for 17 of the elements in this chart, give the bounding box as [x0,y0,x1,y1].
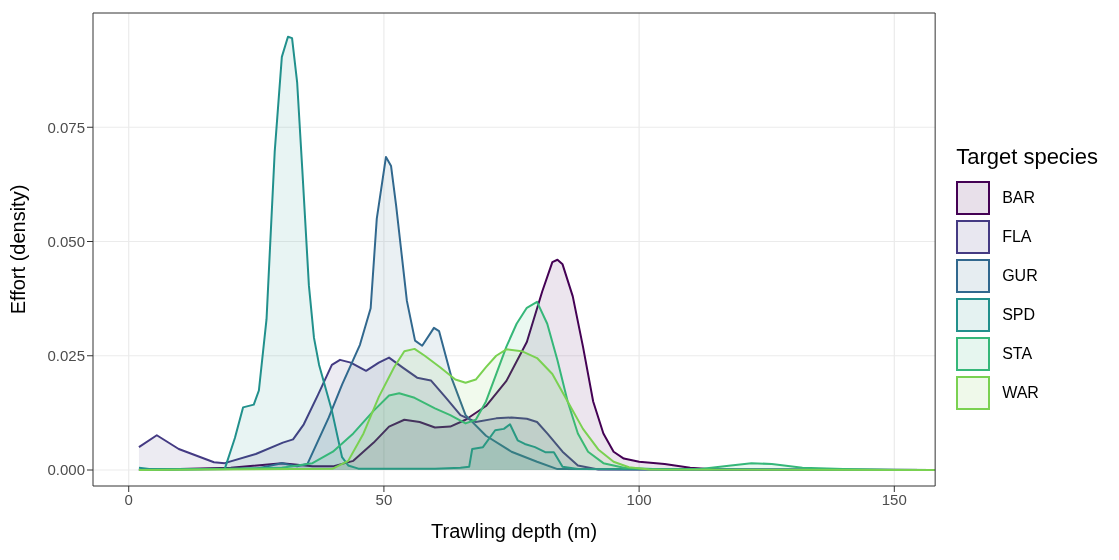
x-tick-label: 0 [124,490,133,508]
y-axis-title: Effort (density) [7,184,30,315]
y-tick-label: 0.025 [47,347,85,365]
legend-title: Target species [956,144,1098,170]
y-tick-label: 0.000 [47,461,85,479]
legend-label: STA [1002,344,1033,363]
x-axis-title: Trawling depth (m) [431,520,598,542]
x-tick-label: 100 [626,490,652,508]
legend-label: FLA [1002,227,1032,246]
y-tick-label: 0.050 [47,232,85,250]
x-tick-label: 50 [375,490,393,508]
legend-label: GUR [1002,266,1038,285]
y-tick-label: 0.075 [47,118,85,136]
legend-label: WAR [1002,383,1039,402]
legend-label: SPD [1002,305,1036,324]
x-tick-label: 150 [881,490,907,508]
legend-label: BAR [1002,188,1036,207]
